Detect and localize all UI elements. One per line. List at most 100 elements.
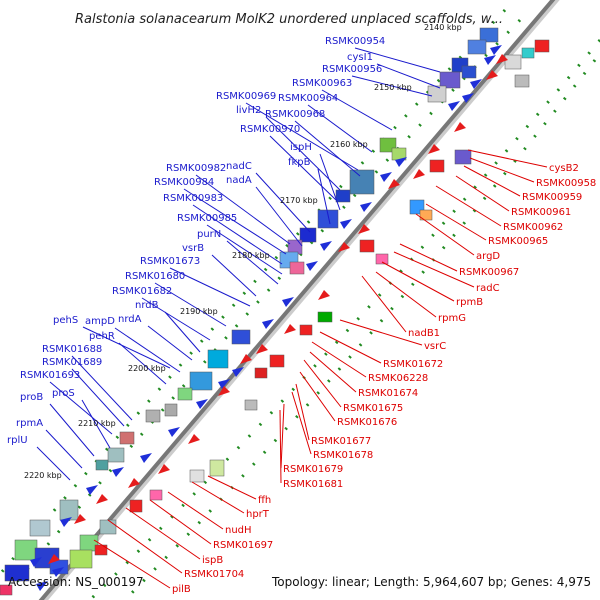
forward-gene-leader-33 — [36, 446, 71, 481]
reverse-arrow-7 — [338, 242, 350, 252]
reverse-gene-label[interactable]: ispB — [202, 555, 223, 566]
reverse-gene-label[interactable]: nadB1 — [408, 328, 440, 339]
forward-gene-label[interactable]: proB — [20, 392, 43, 403]
forward-gene-label[interactable]: ispH — [290, 142, 312, 153]
forward-gene-label[interactable]: RSMK00963 — [292, 78, 352, 89]
topology-text: Topology: linear; Length: 5,964,607 bp; … — [271, 575, 591, 589]
forward-gene-label[interactable]: nadC — [226, 161, 252, 172]
forward-gene-label[interactable]: purN — [197, 229, 221, 240]
forward-gene-label[interactable]: RSMK00983 — [163, 193, 223, 204]
forward-arrow-1 — [484, 55, 496, 65]
reverse-gene-label[interactable]: RSMK00967 — [459, 267, 519, 278]
forward-gene-block-14 — [289, 261, 305, 275]
forward-arrow-7 — [360, 202, 372, 212]
forward-gene-label[interactable]: vsrB — [182, 243, 204, 254]
forward-gene-label[interactable]: pehR — [89, 331, 115, 342]
forward-gene-label[interactable]: nadA — [226, 175, 252, 186]
forward-gene-label[interactable]: RSMK01693 — [20, 370, 80, 381]
reverse-gene-label[interactable]: RSMK01697 — [213, 540, 273, 551]
forward-gene-label[interactable]: RSMK01688 — [42, 344, 102, 355]
reverse-gene-label[interactable]: vsrC — [424, 341, 446, 352]
forward-gene-label[interactable]: RSMK00969 — [216, 91, 276, 102]
forward-gene-label[interactable]: RSMK01673 — [140, 256, 200, 267]
forward-gene-label[interactable]: RSMK00964 — [278, 93, 338, 104]
reverse-arrow-1 — [486, 70, 498, 80]
forward-gene-label[interactable]: RSMK01680 — [125, 271, 185, 282]
forward-arrow-6 — [380, 172, 392, 182]
reverse-gene-label[interactable]: RSMK00961 — [511, 207, 571, 218]
reverse-gene-label[interactable]: argD — [476, 251, 500, 262]
reverse-gene-label[interactable]: RSMK00959 — [522, 192, 582, 203]
forward-arrow-22 — [52, 567, 64, 577]
forward-gene-leader-13 — [183, 188, 287, 255]
reverse-gene-label[interactable]: RSMK01704 — [184, 569, 244, 580]
reverse-gene-label[interactable]: RSMK01674 — [358, 388, 418, 399]
forward-gene-label[interactable]: cysI1 — [347, 52, 373, 63]
map-title: Ralstonia solanacearum MolK2 unordered u… — [75, 12, 503, 27]
reverse-gene-block-16 — [189, 469, 205, 483]
forward-gene-label[interactable]: RSMK00970 — [240, 124, 300, 135]
forward-gene-label[interactable]: RSMK00984 — [154, 177, 214, 188]
forward-gene-label[interactable]: ampD — [85, 316, 115, 327]
forward-gene-label[interactable]: RSMK00985 — [177, 213, 237, 224]
forward-gene-label[interactable]: proS — [52, 388, 75, 399]
forward-gene-label[interactable]: RSMK00954 — [325, 36, 385, 47]
forward-gene-leader-7 — [294, 120, 361, 177]
reverse-gene-label[interactable]: nudH — [225, 525, 252, 536]
forward-gene-label[interactable]: nrdA — [118, 314, 142, 325]
reverse-gene-leader-13 — [319, 331, 382, 364]
forward-gene-leader-30 — [81, 399, 111, 449]
reverse-arrow-17 — [74, 514, 86, 524]
forward-gene-block-3 — [439, 71, 461, 89]
forward-gene-label[interactable]: nrdB — [135, 300, 159, 311]
forward-gene-leader-0 — [354, 47, 441, 73]
forward-gene-block-23 — [95, 459, 109, 471]
reverse-gene-label[interactable]: RSMK01675 — [343, 403, 403, 414]
forward-gene-label[interactable]: rplU — [7, 435, 28, 446]
reverse-gene-label[interactable]: RSMK01677 — [311, 436, 371, 447]
reverse-gene-label[interactable]: RSMK01681 — [283, 479, 343, 490]
forward-gene-label[interactable]: RSMK00956 — [322, 64, 382, 75]
reverse-gene-label[interactable]: RSMK06228 — [368, 373, 428, 384]
forward-gene-leader-18 — [211, 254, 257, 297]
reverse-gene-label[interactable]: rpmB — [456, 297, 483, 308]
forward-gene-label[interactable]: pehS — [53, 315, 78, 326]
forward-gene-leader-12 — [255, 172, 311, 233]
kbp-tick-label: 2150 kbp — [374, 83, 412, 92]
kbp-tick-label: 2220 kbp — [24, 471, 62, 480]
reverse-gene-leader-5 — [425, 203, 487, 241]
reverse-gene-label[interactable]: rpmG — [438, 313, 466, 324]
accession-text: Accession: NS_000197 — [8, 575, 144, 589]
reverse-gene-block-2 — [534, 39, 550, 53]
reverse-gene-label[interactable]: RSMK00958 — [536, 178, 596, 189]
forward-gene-label[interactable]: RSMK00968 — [265, 109, 325, 120]
reverse-gene-label[interactable]: pilB — [172, 584, 191, 595]
forward-gene-label[interactable]: RSMK01682 — [112, 286, 172, 297]
reverse-gene-label[interactable]: RSMK01676 — [337, 417, 397, 428]
reverse-arrow-15 — [128, 478, 140, 488]
reverse-gene-label[interactable]: radC — [476, 283, 500, 294]
forward-gene-label[interactable]: RSMK00982 — [166, 163, 226, 174]
forward-gene-label[interactable]: fkpB — [288, 157, 311, 168]
reverse-gene-label[interactable]: RSMK01678 — [313, 450, 373, 461]
forward-gene-leader-11 — [195, 174, 291, 245]
reverse-gene-label[interactable]: RSMK00965 — [488, 236, 548, 247]
reverse-gene-label[interactable]: hprT — [246, 509, 270, 520]
reverse-gene-label[interactable]: RSMK01672 — [383, 359, 443, 370]
reverse-gene-label[interactable]: RSMK01679 — [283, 464, 343, 475]
reverse-gene-label[interactable]: RSMK00962 — [503, 222, 563, 233]
reverse-gene-leader-14 — [311, 341, 367, 378]
forward-gene-label[interactable]: livH2 — [236, 105, 261, 116]
forward-arrow-16 — [168, 427, 180, 437]
forward-gene-leader-16 — [206, 224, 283, 275]
reverse-gene-label[interactable]: cysB2 — [549, 163, 579, 174]
forward-gene-leader-6 — [265, 116, 341, 191]
reverse-gene-leader-21 — [279, 409, 282, 484]
forward-gene-label[interactable]: rpmA — [16, 418, 43, 429]
reverse-gene-label[interactable]: ffh — [258, 495, 271, 506]
forward-gene-leader-28 — [71, 368, 125, 427]
forward-gene-block-24 — [59, 499, 79, 521]
forward-arrow-21 — [30, 557, 42, 567]
forward-gene-label[interactable]: RSMK01689 — [42, 357, 102, 368]
